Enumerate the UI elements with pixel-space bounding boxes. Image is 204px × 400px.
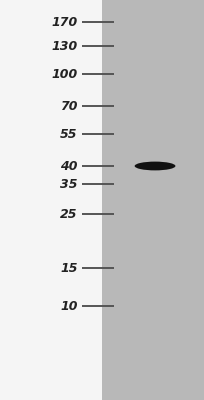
Ellipse shape [135, 162, 175, 170]
Text: 70: 70 [60, 100, 78, 112]
Text: 15: 15 [60, 262, 78, 274]
Text: 55: 55 [60, 128, 78, 140]
Bar [102, 0, 204, 400]
Text: 10: 10 [60, 300, 78, 312]
Text: 130: 130 [51, 40, 78, 52]
Text: 25: 25 [60, 208, 78, 220]
Text: 100: 100 [51, 68, 78, 80]
Text: 35: 35 [60, 178, 78, 190]
Text: 170: 170 [51, 16, 78, 28]
Text: 40: 40 [60, 160, 78, 172]
